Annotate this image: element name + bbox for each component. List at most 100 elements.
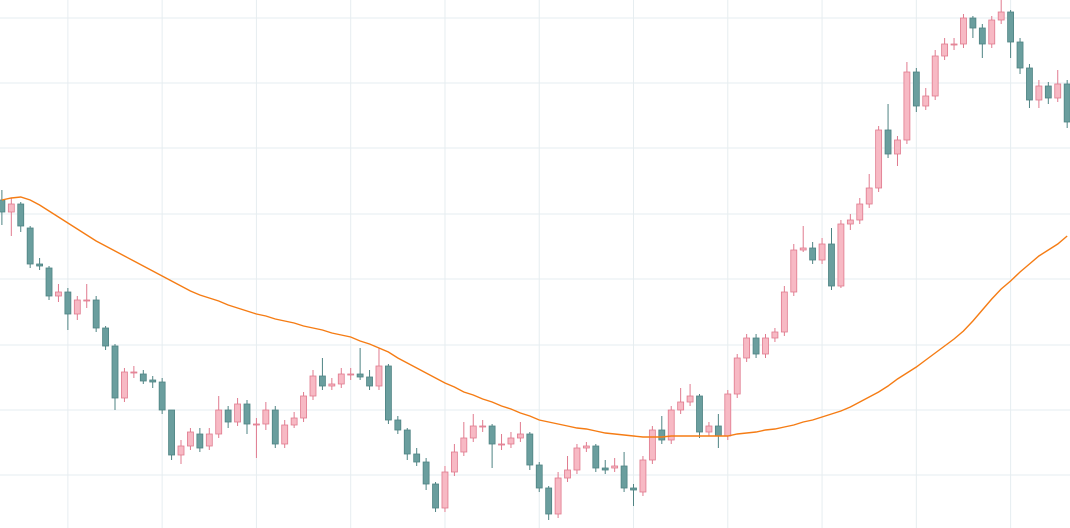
candle-body	[441, 471, 449, 509]
candle-body	[45, 267, 53, 297]
candle-body	[215, 409, 223, 435]
candle-body	[516, 433, 524, 439]
candle-body	[149, 379, 157, 383]
candle-body	[564, 469, 571, 479]
candle-body	[922, 95, 930, 107]
candle-body	[903, 71, 911, 141]
candle-body	[969, 17, 977, 29]
candle-body	[630, 487, 637, 491]
candle-body	[309, 375, 317, 397]
candle-body	[686, 395, 694, 403]
candle-body	[64, 291, 72, 315]
candle-body	[535, 464, 543, 489]
candle-body	[7, 203, 15, 213]
candle-body	[733, 357, 741, 395]
candle-body	[177, 445, 185, 456]
candle-body	[988, 19, 996, 45]
candle-body	[790, 249, 798, 293]
candle-body	[488, 425, 496, 445]
candle-body	[224, 409, 232, 423]
candle-body	[243, 403, 251, 425]
candle-body	[648, 429, 656, 461]
candle-body	[526, 433, 534, 466]
candle-body	[422, 461, 430, 485]
candle-body	[290, 417, 298, 426]
candle-body	[92, 299, 100, 329]
candle-body	[196, 433, 204, 449]
candle-body	[639, 459, 647, 493]
candle-body	[752, 337, 760, 355]
candle-body	[26, 227, 34, 265]
candle-body	[413, 453, 421, 463]
candle-body	[479, 425, 487, 428]
candle-body	[875, 129, 883, 189]
moving-average-line	[1, 196, 1068, 438]
candle-body	[620, 465, 628, 489]
candle-body	[846, 219, 854, 225]
candle-body	[281, 424, 289, 445]
candle-body	[1063, 83, 1070, 123]
candle-body	[931, 55, 939, 97]
candle-body	[611, 465, 619, 469]
candle-body	[17, 203, 25, 227]
candle-body	[130, 371, 138, 374]
candle-body	[809, 247, 817, 261]
candle-body	[271, 409, 279, 445]
candle-body	[799, 247, 807, 251]
candle-body	[168, 409, 175, 456]
candle-body	[771, 331, 779, 339]
candle-body	[55, 291, 62, 297]
candle-body	[253, 423, 260, 426]
candle-body	[743, 337, 751, 359]
candle-body	[1054, 83, 1062, 99]
candle-body	[941, 43, 949, 57]
candle-body	[884, 129, 892, 155]
candle-body	[601, 467, 609, 471]
candle-body	[1026, 67, 1033, 101]
candle-body	[460, 437, 468, 453]
candle-body	[450, 451, 458, 473]
candle-body	[158, 381, 166, 411]
candle-body	[205, 433, 213, 447]
candle-body	[997, 11, 1005, 21]
candle-body	[856, 203, 864, 221]
candle-body	[356, 373, 364, 378]
candle-body	[432, 483, 439, 509]
candle-body	[978, 27, 986, 45]
candle-body	[73, 299, 81, 315]
candle-body	[724, 393, 732, 437]
candle-body	[554, 477, 562, 515]
candle-body	[696, 395, 703, 433]
candle-body	[667, 409, 675, 441]
candle-body	[139, 373, 147, 382]
candle-body	[36, 263, 43, 267]
candle-body	[0, 199, 6, 213]
candle-body	[960, 17, 967, 45]
candle-body	[780, 291, 788, 333]
candle-body	[187, 431, 194, 447]
candle-body	[894, 139, 901, 155]
candle-body	[234, 403, 241, 423]
candle-body	[300, 395, 307, 419]
candle-body	[818, 243, 826, 261]
candle-body	[347, 373, 355, 376]
candle-body	[403, 429, 411, 455]
candle-body	[385, 365, 392, 421]
candle-body	[1035, 85, 1043, 101]
candle-body	[705, 425, 713, 433]
candle-body	[573, 447, 581, 471]
candle-body	[677, 401, 685, 411]
candle-body	[912, 71, 920, 107]
candle-body	[111, 345, 119, 399]
candle-body	[121, 371, 128, 399]
candle-body	[545, 487, 553, 515]
candle-body	[714, 425, 722, 437]
candle-body	[658, 429, 666, 441]
candle-body	[865, 187, 873, 205]
candle-body	[582, 445, 590, 449]
candle-body	[828, 243, 835, 287]
candle-body	[950, 43, 958, 46]
candle-body	[102, 327, 109, 347]
candle-body	[319, 375, 326, 387]
